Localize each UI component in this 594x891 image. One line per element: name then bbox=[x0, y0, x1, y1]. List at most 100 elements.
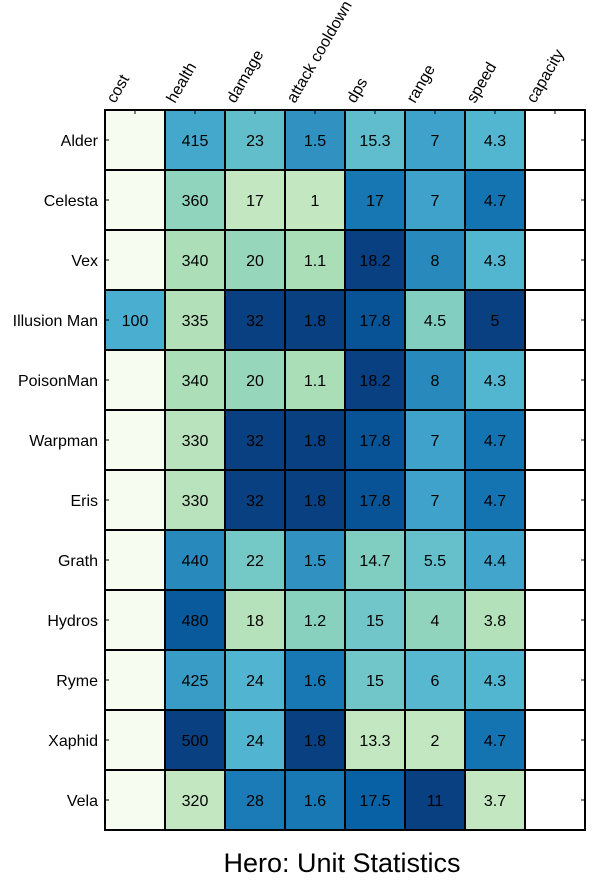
cell-label: 4.4 bbox=[484, 553, 506, 570]
heatmap-cell bbox=[164, 769, 226, 831]
cell-label: 4 bbox=[431, 613, 440, 630]
heatmap-cell bbox=[524, 589, 586, 651]
heatmap-cell bbox=[464, 169, 526, 231]
column-label: capacity bbox=[524, 47, 568, 106]
cell-label: 7 bbox=[431, 133, 440, 150]
heatmap-cell bbox=[344, 649, 406, 711]
heatmap-cell bbox=[524, 169, 586, 231]
cell-label: 4.3 bbox=[484, 133, 506, 150]
cell-label: 1.6 bbox=[304, 673, 326, 690]
cell-label: 24 bbox=[246, 673, 264, 690]
cell-label: 7 bbox=[431, 433, 440, 450]
heatmap-cell bbox=[404, 409, 466, 471]
cell-label: 22 bbox=[246, 553, 264, 570]
heatmap-cell bbox=[164, 289, 226, 351]
heatmap-cell bbox=[104, 229, 166, 291]
heatmap-cell bbox=[104, 649, 166, 711]
heatmap-cell bbox=[104, 409, 166, 471]
cell-label: 1.5 bbox=[304, 133, 326, 150]
heatmap-cell bbox=[104, 169, 166, 231]
cell-label: 4.7 bbox=[484, 433, 506, 450]
heatmap-cell bbox=[464, 709, 526, 771]
heatmap-cell bbox=[524, 529, 586, 591]
heatmap-cell bbox=[404, 769, 466, 831]
heatmap-cell bbox=[224, 169, 286, 231]
cell-label: 360 bbox=[182, 193, 209, 210]
cell-label: 20 bbox=[246, 373, 264, 390]
cell-label: 6 bbox=[431, 673, 440, 690]
cell-label: 8 bbox=[431, 373, 440, 390]
heatmap-cell bbox=[524, 769, 586, 831]
heatmap-cell bbox=[524, 289, 586, 351]
cell-label: 1 bbox=[311, 193, 320, 210]
row-label: Grath bbox=[58, 553, 98, 570]
heatmap-cell bbox=[104, 529, 166, 591]
cell-label: 335 bbox=[182, 313, 209, 330]
column-label: health bbox=[164, 60, 201, 106]
heatmap-cell bbox=[464, 349, 526, 411]
cell-label: 1.5 bbox=[304, 553, 326, 570]
heatmap-cell bbox=[524, 349, 586, 411]
cell-label: 11 bbox=[427, 793, 444, 810]
cell-label: 1.1 bbox=[304, 253, 326, 270]
cell-label: 440 bbox=[182, 553, 209, 570]
heatmap-cell bbox=[404, 229, 466, 291]
row-label: Eris bbox=[70, 493, 98, 510]
heatmap-cell bbox=[404, 709, 466, 771]
cell-label: 480 bbox=[182, 613, 209, 630]
heatmap-cell bbox=[284, 289, 346, 351]
heatmap-cell bbox=[524, 469, 586, 531]
cell-label: 4.3 bbox=[484, 253, 506, 270]
heatmap-cell bbox=[224, 289, 286, 351]
row-label: Ryme bbox=[56, 673, 98, 690]
heatmap-cell bbox=[284, 709, 346, 771]
cell-label: 17.8 bbox=[359, 493, 390, 510]
cell-label: 17.8 bbox=[359, 433, 390, 450]
heatmap-cell bbox=[344, 589, 406, 651]
cell-label: 340 bbox=[182, 253, 209, 270]
heatmap-cell bbox=[404, 589, 466, 651]
cell-label: 4.7 bbox=[484, 193, 506, 210]
heatmap-cell bbox=[224, 529, 286, 591]
heatmap-cell bbox=[524, 109, 586, 171]
cell-label: 3.7 bbox=[484, 793, 506, 810]
row-label: Vex bbox=[71, 253, 98, 270]
heatmap-cell bbox=[224, 589, 286, 651]
cell-label: 17.8 bbox=[359, 313, 390, 330]
cell-label: 1.1 bbox=[304, 373, 326, 390]
cell-label: 415 bbox=[182, 133, 209, 150]
cell-label: 7 bbox=[431, 493, 440, 510]
row-label: Hydros bbox=[47, 613, 98, 630]
column-label: dps bbox=[344, 75, 372, 106]
cell-label: 320 bbox=[182, 793, 209, 810]
cell-label: 23 bbox=[246, 133, 264, 150]
cell-label: 18.2 bbox=[359, 373, 390, 390]
heatmap-cell bbox=[164, 649, 226, 711]
cell-label: 1.8 bbox=[304, 493, 326, 510]
cell-label: 17 bbox=[246, 193, 264, 210]
heatmap-cell bbox=[344, 229, 406, 291]
heatmap-cell bbox=[104, 769, 166, 831]
cell-label: 13.3 bbox=[359, 733, 390, 750]
cell-label: 1.8 bbox=[304, 433, 326, 450]
cell-label: 14.7 bbox=[359, 553, 390, 570]
cell-label: 17 bbox=[366, 193, 384, 210]
cell-label: 330 bbox=[182, 433, 209, 450]
cell-label: 8 bbox=[431, 253, 440, 270]
row-label: Alder bbox=[61, 133, 99, 150]
row-label: Celesta bbox=[44, 193, 98, 210]
heatmap-cell bbox=[344, 289, 406, 351]
cell-label: 1.2 bbox=[304, 613, 326, 630]
heatmap-cell bbox=[104, 589, 166, 651]
heatmap-cell bbox=[344, 529, 406, 591]
cell-label: 7 bbox=[431, 193, 440, 210]
row-label: PoisonMan bbox=[18, 373, 98, 390]
heatmap-cell bbox=[524, 229, 586, 291]
column-label: damage bbox=[224, 47, 268, 106]
cell-label: 32 bbox=[246, 493, 264, 510]
row-label: Illusion Man bbox=[13, 313, 98, 330]
column-label: cost bbox=[104, 72, 134, 106]
row-label: Xaphid bbox=[48, 733, 98, 750]
heatmap-cell bbox=[284, 529, 346, 591]
